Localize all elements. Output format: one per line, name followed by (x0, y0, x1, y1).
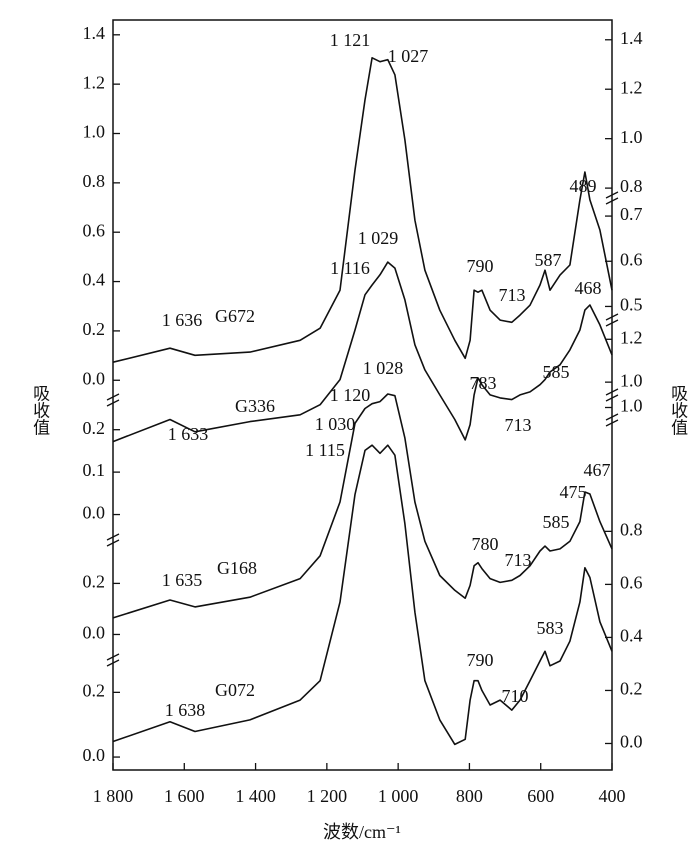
peak-label: 790 (467, 650, 494, 670)
peak-label: 713 (499, 285, 526, 305)
x-tick-label: 1 600 (164, 786, 205, 806)
peak-label: 790 (467, 256, 494, 276)
y-tick-label: 0.1 (83, 460, 106, 480)
y-axis-label: 吸收值 (30, 385, 50, 436)
y-tick-label: 0.0 (83, 503, 106, 523)
axis-break (605, 191, 619, 199)
peak-label: 1 633 (168, 424, 209, 444)
spectrum-line (112, 57, 613, 363)
y-tick-label: 0.8 (83, 171, 106, 191)
peak-label: 710 (502, 686, 529, 706)
y-tick-label: 0.8 (620, 176, 643, 196)
axis-break (605, 419, 619, 427)
axis-break (605, 413, 619, 421)
y-tick-label: 0.0 (83, 623, 106, 643)
peak-label: 1 120 (330, 385, 371, 405)
peak-label: 1 636 (162, 310, 203, 330)
peak-label: 489 (570, 176, 597, 196)
y-tick-label: 0.5 (620, 295, 643, 315)
y-tick-label: 0.2 (620, 679, 643, 699)
x-tick-label: 1 000 (378, 786, 419, 806)
y-tick-label: 1.2 (620, 77, 643, 97)
series-label: G672 (215, 306, 255, 326)
peak-label: 585 (543, 512, 570, 532)
peak-label: 1 029 (358, 228, 399, 248)
y-tick-label: 0.4 (83, 270, 106, 290)
x-tick-label: 800 (456, 786, 483, 806)
x-tick-label: 1 400 (235, 786, 276, 806)
peak-label: 1 121 (330, 30, 371, 50)
axis-break (605, 394, 619, 402)
peak-label: 1 027 (388, 46, 429, 66)
spectrum-line (112, 444, 613, 746)
peak-label: 713 (505, 415, 532, 435)
y-tick-label: 1.2 (620, 327, 643, 347)
y-tick-label: 0.2 (83, 418, 106, 438)
axis-break (106, 533, 120, 541)
axis-break (106, 659, 120, 667)
peak-label: 780 (472, 534, 499, 554)
y-tick-label: 0.2 (83, 572, 106, 592)
axis-break (605, 319, 619, 327)
y-tick-label: 0.0 (620, 732, 643, 752)
series-label: G072 (215, 680, 255, 700)
y-tick-label: 1.0 (620, 127, 643, 147)
axis-break (106, 539, 120, 547)
y-tick-label: 1.2 (83, 72, 106, 92)
x-tick-label: 400 (599, 786, 626, 806)
y-tick-label: 0.7 (620, 204, 643, 224)
y-tick-label: 1.0 (620, 396, 643, 416)
y-tick-label: 0.6 (83, 220, 106, 240)
x-tick-label: 1 800 (93, 786, 134, 806)
peak-label: 1 030 (315, 414, 356, 434)
peak-label: 1 638 (165, 700, 206, 720)
peak-label: 467 (584, 460, 611, 480)
y-tick-label: 0.0 (83, 745, 106, 765)
peak-label: 587 (535, 250, 562, 270)
y-tick-label: 0.6 (620, 573, 643, 593)
axis-break (605, 313, 619, 321)
y-tick-label: 0.6 (620, 249, 643, 269)
y-tick-label: 1.0 (620, 370, 643, 390)
plot-frame (112, 19, 613, 771)
peak-label: 583 (537, 618, 564, 638)
y-tick-label: 1.0 (83, 122, 106, 142)
y2-axis-label: 吸收值 (668, 385, 688, 436)
y-tick-label: 0.2 (83, 319, 106, 339)
y-tick-label: 0.4 (620, 626, 643, 646)
y-tick-label: 0.0 (83, 368, 106, 388)
peak-label: 1 115 (305, 440, 345, 460)
peak-label: 585 (543, 362, 570, 382)
x-tick-label: 600 (527, 786, 554, 806)
peak-label: 475 (560, 482, 587, 502)
x-tick-label: 1 200 (307, 786, 348, 806)
peak-label: 1 028 (363, 358, 404, 378)
series-label: G336 (235, 396, 275, 416)
axis-break (106, 399, 120, 407)
peak-label: 783 (470, 373, 497, 393)
peak-label: 713 (505, 550, 532, 570)
y-tick-label: 1.4 (620, 28, 643, 48)
y-tick-label: 0.2 (83, 680, 106, 700)
axis-break (106, 393, 120, 401)
x-axis-label: 波数/cm⁻¹ (323, 822, 401, 842)
spectrum-line (112, 393, 613, 619)
axis-break (605, 197, 619, 205)
peak-label: 1 116 (330, 258, 370, 278)
series-label: G168 (217, 558, 257, 578)
y-tick-label: 1.4 (83, 23, 106, 43)
peak-label: 1 635 (162, 570, 203, 590)
y-tick-label: 0.8 (620, 519, 643, 539)
axis-break (605, 388, 619, 396)
spectrum-line (112, 261, 613, 443)
axis-break (106, 653, 120, 661)
peak-label: 468 (575, 278, 602, 298)
